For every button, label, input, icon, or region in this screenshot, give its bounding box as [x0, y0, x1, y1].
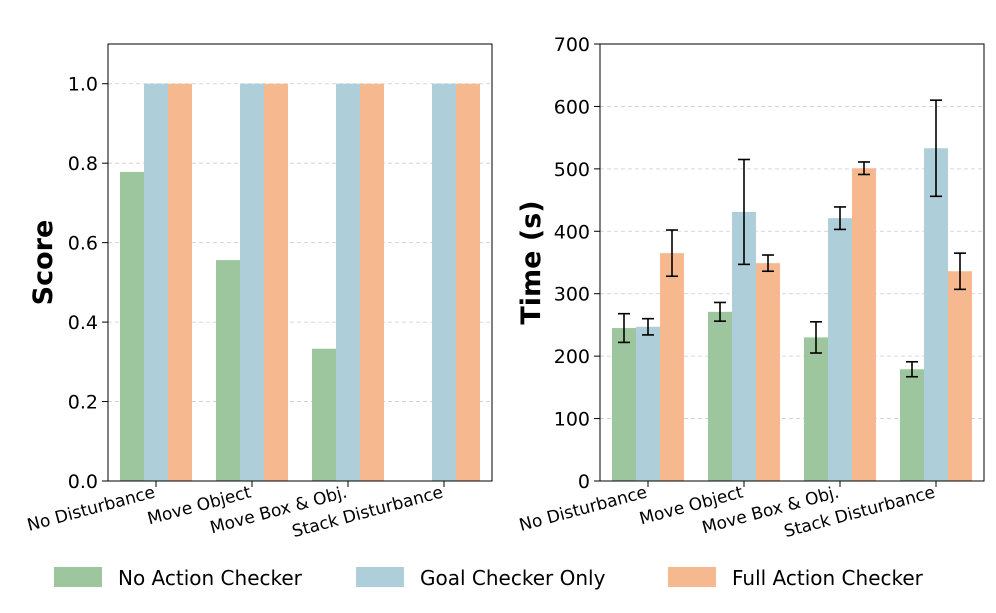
y-tick-label: 700: [554, 34, 590, 56]
bar-goal-checker-only-2: [240, 83, 264, 482]
error-bar: [618, 312, 630, 344]
legend-swatch: [54, 567, 102, 587]
legend-item-2: Goal Checker Only: [356, 566, 606, 590]
error-bar: [834, 206, 846, 231]
y-tick-label: 600: [554, 96, 590, 118]
bar-full-action-checker-1: [168, 83, 192, 482]
legend-label: Goal Checker Only: [420, 566, 606, 590]
legend-label: No Action Checker: [118, 566, 303, 590]
y-tick-label: 400: [554, 221, 590, 243]
bar-goal-checker-only-3: [828, 218, 852, 481]
error-bar: [810, 321, 822, 354]
y-tick-label: 500: [554, 159, 590, 181]
error-bar: [642, 317, 654, 336]
axes-frame: [599, 43, 985, 482]
legend-item-3: Full Action Checker: [668, 566, 924, 590]
y-tick-label: 200: [554, 346, 590, 368]
y-tick-label: 1.0: [68, 74, 98, 96]
error-bar: [714, 301, 726, 322]
bar-no-action-checker-3: [804, 337, 828, 481]
error-bar: [738, 158, 750, 266]
bar-goal-checker-only-4: [432, 83, 456, 482]
error-bar: [858, 161, 870, 176]
bar-full-action-checker-4: [948, 271, 972, 481]
legend-swatch: [356, 567, 404, 587]
y-axis-label: Score: [28, 220, 59, 306]
bar-full-action-checker-1: [660, 253, 684, 481]
bar-full-action-checker-2: [756, 263, 780, 481]
y-axis-label: Time (s): [516, 200, 547, 324]
y-tick-label: 0.6: [68, 233, 98, 255]
bar-no-action-checker-2: [216, 260, 240, 481]
bar-full-action-checker-3: [852, 168, 876, 482]
bar-goal-checker-only-3: [336, 83, 360, 482]
bar-goal-checker-only-4: [924, 148, 948, 481]
y-tick-label: 0.4: [68, 312, 98, 334]
legend-swatch: [668, 567, 716, 587]
bar-no-action-checker-2: [708, 311, 732, 481]
error-bar: [954, 252, 966, 291]
bar-full-action-checker-2: [264, 83, 288, 482]
y-tick-label: 0.8: [68, 153, 98, 175]
legend-label: Full Action Checker: [732, 566, 924, 590]
y-tick-label: 0.0: [68, 471, 98, 493]
bar-no-action-checker-3: [312, 348, 336, 481]
bar-no-action-checker-1: [120, 171, 144, 481]
bar-goal-checker-only-1: [144, 83, 168, 482]
bar-full-action-checker-4: [456, 83, 480, 482]
bar-no-action-checker-4: [900, 369, 924, 481]
axes-frame: [107, 43, 493, 482]
bar-full-action-checker-3: [360, 83, 384, 482]
bar-no-action-checker-1: [612, 328, 636, 481]
error-bar: [666, 229, 678, 278]
legend-item-1: No Action Checker: [54, 566, 303, 590]
error-bar: [762, 254, 774, 273]
y-tick-label: 0: [578, 471, 590, 493]
error-bar: [906, 360, 918, 378]
y-tick-label: 0.2: [68, 392, 98, 414]
error-bar: [930, 99, 942, 198]
legend: No Action Checker Goal Checker Only Full A…: [54, 566, 924, 590]
y-tick-label: 100: [554, 409, 590, 431]
y-tick-label: 300: [554, 284, 590, 306]
bar-goal-checker-only-1: [636, 326, 660, 481]
